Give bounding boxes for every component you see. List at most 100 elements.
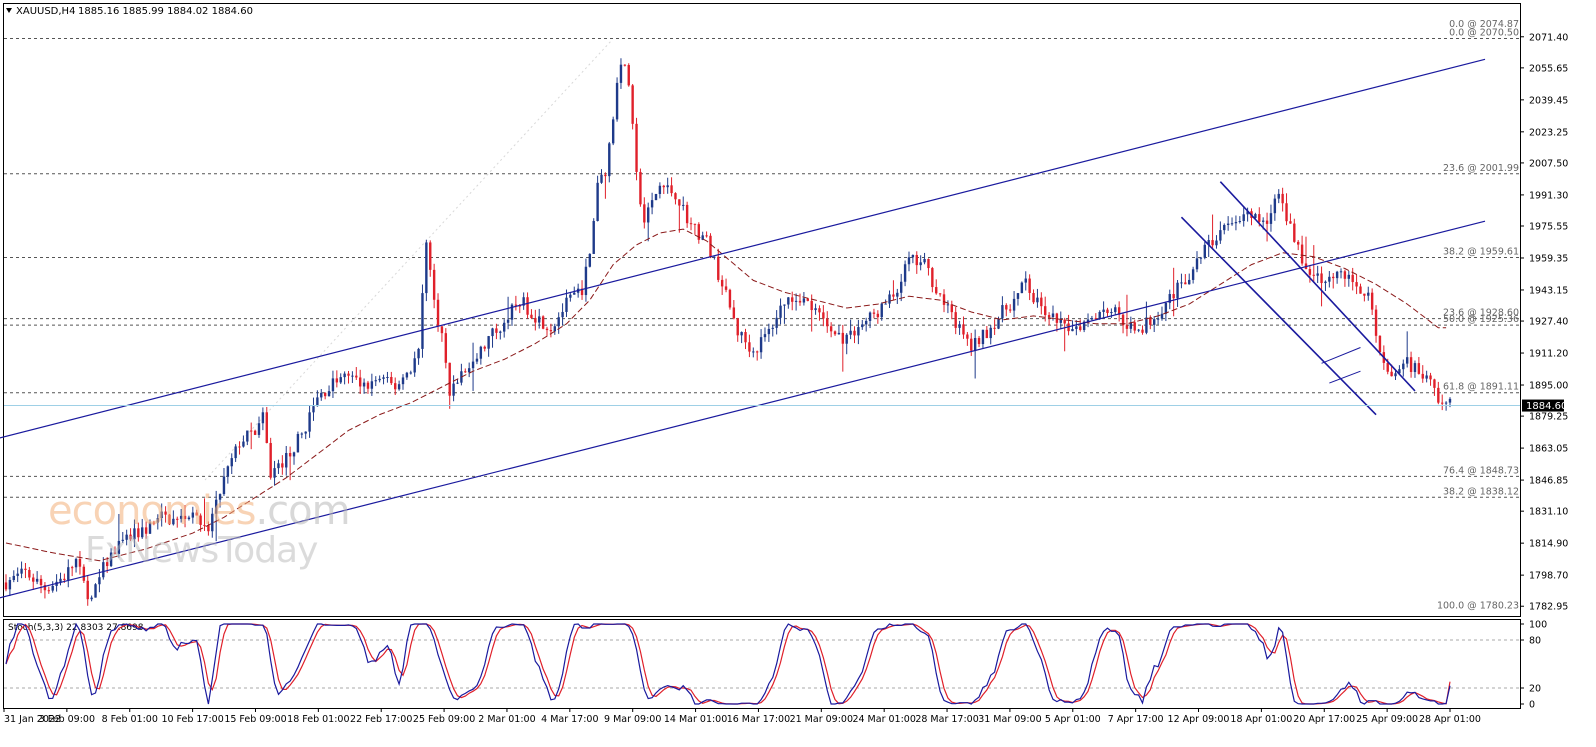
bearish-candle (4, 582, 8, 590)
stoch-label: Stoch(5,3,3) 22.8303 27.8698 (8, 623, 144, 633)
bearish-candle (685, 204, 689, 224)
bullish-candle (1324, 281, 1327, 284)
bearish-candle (709, 235, 712, 258)
bullish-candle (102, 562, 105, 578)
bearish-candle (1149, 317, 1152, 325)
bullish-candle (1398, 369, 1401, 374)
bullish-candle (506, 319, 510, 323)
bearish-candle (144, 527, 148, 534)
bullish-candle (1347, 274, 1351, 279)
bullish-candle (1316, 273, 1319, 276)
price-tick-label: 2071.40 (1529, 32, 1568, 43)
time-tick-label: 3 Feb 09:00 (39, 714, 95, 725)
bearish-candle (1417, 363, 1421, 374)
bullish-candle (553, 326, 556, 332)
header-triangle-icon[interactable] (6, 8, 12, 13)
bearish-candle (942, 294, 946, 305)
bullish-candle (864, 320, 868, 325)
bullish-candle (125, 534, 128, 540)
bullish-candle (1051, 313, 1055, 318)
bullish-candle (682, 204, 685, 206)
bullish-candle (117, 540, 121, 554)
bearish-candle (732, 307, 736, 319)
bearish-candle (429, 242, 432, 270)
time-tick-label: 24 Mar 01:00 (852, 714, 915, 725)
bearish-candle (1125, 325, 1129, 329)
bearish-candle (720, 279, 724, 287)
bullish-candle (397, 384, 401, 390)
flag-lower (1329, 370, 1361, 384)
bullish-candle (903, 264, 907, 282)
bullish-candle (1238, 221, 1242, 223)
bullish-candle (759, 337, 763, 353)
bullish-candle (133, 528, 136, 540)
time-tick-label: 16 Mar 17:00 (727, 714, 790, 725)
bullish-candle (156, 518, 159, 523)
bearish-candle (1044, 306, 1047, 316)
bearish-candle (526, 297, 529, 315)
bullish-candle (814, 308, 817, 311)
bullish-candle (296, 433, 300, 453)
fib-levels: 0.0 @ 2074.870.0 @ 2070.50 23.6 @ 2001.99… (4, 19, 1520, 612)
time-tick-label: 8 Feb 01:00 (102, 714, 158, 725)
bearish-candle (724, 286, 728, 290)
bullish-candle (561, 311, 564, 318)
price-tick-label: 1814.90 (1529, 539, 1568, 550)
price-axis: 2071.40 2055.65 2039.45 2023.25 2007.50 1991.… (1520, 32, 1568, 613)
bullish-candle (226, 466, 230, 477)
bearish-candle (927, 259, 930, 269)
bearish-candle (1094, 318, 1098, 320)
bullish-candle (242, 441, 245, 447)
bullish-candle (382, 377, 385, 379)
bullish-candle (767, 328, 771, 335)
price-tick-label: 1895.00 (1529, 381, 1568, 392)
bearish-candle (168, 514, 171, 525)
price-tick-label: 1943.15 (1529, 285, 1568, 296)
bullish-candle (650, 200, 654, 208)
price-tick-label: 1959.35 (1529, 253, 1568, 264)
time-tick-label: 15 Feb 09:00 (224, 714, 286, 725)
bullish-candle (1234, 222, 1238, 224)
bullish-candle (452, 383, 455, 396)
bearish-candle (962, 324, 965, 335)
bullish-candle (1071, 329, 1074, 332)
bullish-candle (1335, 271, 1339, 279)
stoch-tick-label: 0 (1529, 700, 1535, 711)
main-pane-frame (3, 3, 1521, 617)
bearish-candle (281, 463, 284, 468)
bearish-candle (970, 338, 973, 351)
bearish-candle (915, 255, 918, 266)
bearish-candle (841, 332, 845, 344)
bullish-candle (1020, 282, 1024, 294)
flag-upper (1321, 347, 1361, 364)
bullish-candle (327, 391, 331, 397)
bearish-candle (1117, 307, 1121, 315)
bullish-candle (1219, 230, 1222, 241)
bullish-candle (740, 332, 743, 336)
bearish-candle (518, 305, 521, 307)
price-tick-label: 2039.45 (1529, 95, 1568, 106)
bullish-candle (1195, 258, 1199, 270)
bearish-candle (1374, 309, 1378, 336)
bullish-candle (20, 568, 23, 574)
ascending-channel-lower (0, 220, 1486, 599)
bearish-candle (705, 235, 708, 237)
bearish-candle (1386, 362, 1389, 372)
bullish-candle (1082, 321, 1086, 331)
bullish-candle (510, 304, 514, 320)
bearish-candle (938, 293, 942, 295)
bullish-candle (304, 431, 307, 434)
bearish-candle (390, 376, 393, 384)
bullish-candle (172, 518, 175, 525)
bearish-candle (689, 223, 693, 225)
bullish-candle (1246, 211, 1249, 215)
bullish-candle (1129, 322, 1133, 329)
bullish-candle (1001, 305, 1004, 319)
bullish-candle (141, 527, 144, 538)
bullish-candle (401, 377, 405, 385)
bearish-candle (137, 528, 140, 538)
bullish-candle (900, 281, 903, 293)
bullish-candle (1191, 269, 1195, 280)
bearish-candle (288, 453, 292, 457)
bullish-candle (647, 207, 650, 223)
